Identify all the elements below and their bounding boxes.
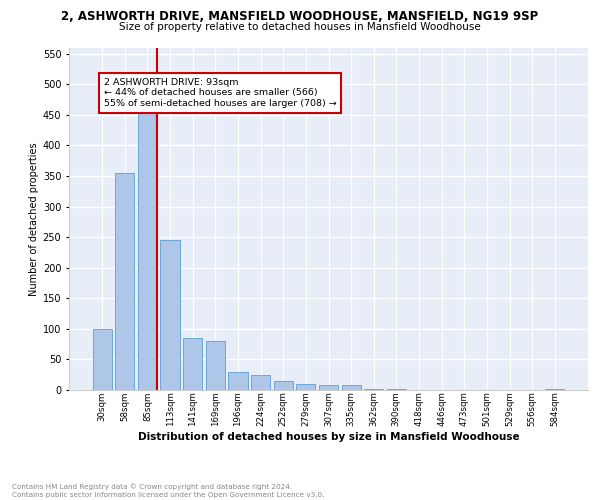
Text: Contains HM Land Registry data © Crown copyright and database right 2024.
Contai: Contains HM Land Registry data © Crown c…	[12, 484, 325, 498]
Bar	[319, 385, 338, 390]
Bar	[274, 381, 293, 390]
Text: 2, ASHWORTH DRIVE, MANSFIELD WOODHOUSE, MANSFIELD, NG19 9SP: 2, ASHWORTH DRIVE, MANSFIELD WOODHOUSE, …	[61, 10, 539, 23]
Bar	[251, 374, 270, 390]
Y-axis label: Number of detached properties: Number of detached properties	[29, 142, 38, 296]
Bar	[206, 341, 225, 390]
Bar	[229, 372, 248, 390]
Text: Size of property relative to detached houses in Mansfield Woodhouse: Size of property relative to detached ho…	[119, 22, 481, 32]
Bar	[160, 240, 180, 390]
Bar	[115, 173, 134, 390]
Bar	[296, 384, 316, 390]
Bar	[138, 84, 157, 390]
Text: 2 ASHWORTH DRIVE: 93sqm
← 44% of detached houses are smaller (566)
55% of semi-d: 2 ASHWORTH DRIVE: 93sqm ← 44% of detache…	[104, 78, 337, 108]
Bar	[92, 329, 112, 390]
Bar	[183, 338, 202, 390]
Bar	[341, 385, 361, 390]
X-axis label: Distribution of detached houses by size in Mansfield Woodhouse: Distribution of detached houses by size …	[137, 432, 520, 442]
